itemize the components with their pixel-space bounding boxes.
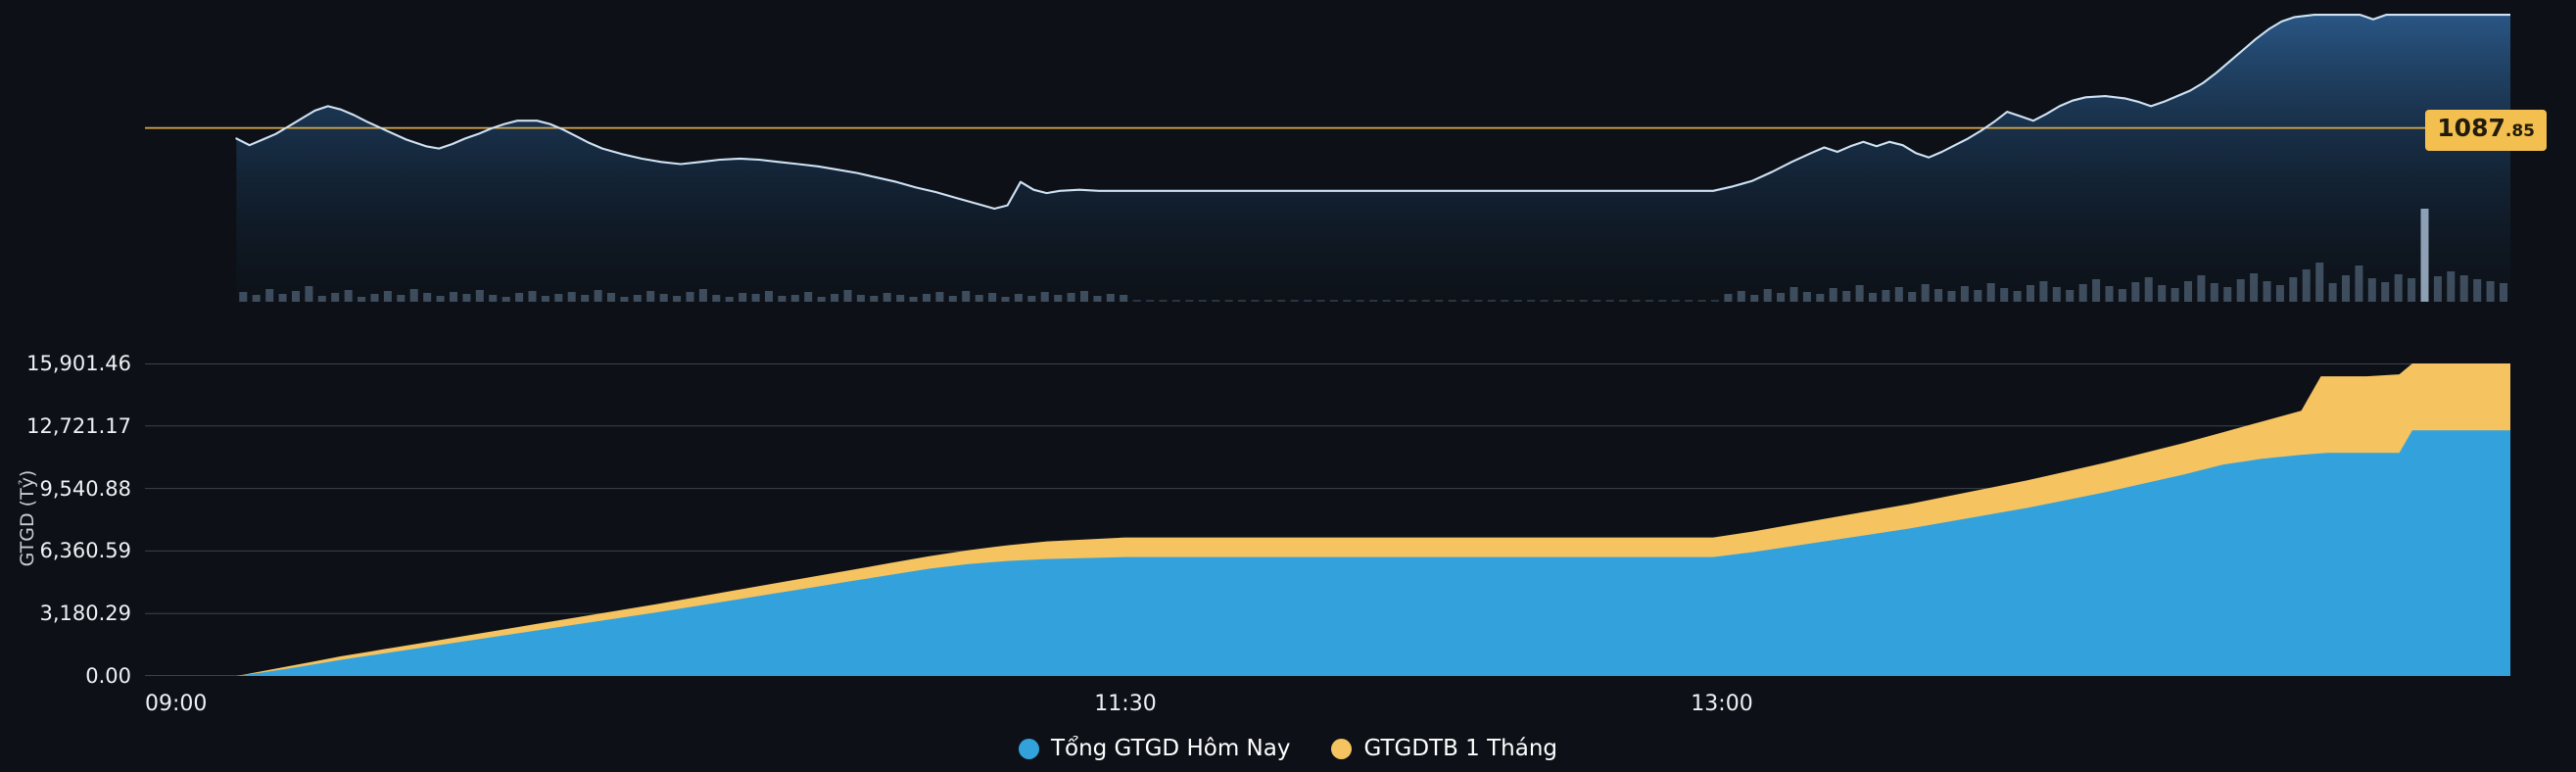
y-axis-tick: 15,901.46 bbox=[26, 352, 131, 375]
y-axis-title: GTGD (Tỷ) bbox=[17, 469, 38, 567]
reference-price-dec: .85 bbox=[2504, 121, 2535, 141]
y-axis-tick: 12,721.17 bbox=[26, 414, 131, 438]
x-axis-tick: 13:00 bbox=[1691, 692, 1753, 716]
y-axis-tick: 0.00 bbox=[85, 664, 131, 688]
reference-price-badge: 1087.85 bbox=[2425, 109, 2547, 151]
reference-price-int: 1087 bbox=[2437, 113, 2505, 142]
index-line-chart-canvas[interactable] bbox=[145, 6, 2510, 310]
y-axis-tick: 3,180.29 bbox=[39, 602, 131, 625]
legend-dot-yellow bbox=[1331, 738, 1353, 759]
chart-legend: Tổng GTGD Hôm Nay GTGDTB 1 Tháng bbox=[0, 733, 2576, 764]
legend-label: Tổng GTGD Hôm Nay bbox=[1050, 736, 1291, 761]
x-axis-tick: 11:30 bbox=[1094, 692, 1157, 716]
y-axis-tick: 9,540.88 bbox=[39, 477, 131, 501]
turnover-area-chart-canvas[interactable] bbox=[145, 363, 2510, 676]
x-axis-tick: 09:00 bbox=[145, 692, 208, 716]
legend-item-tong-gtgd-hom-nay[interactable]: Tổng GTGD Hôm Nay bbox=[1018, 736, 1291, 761]
y-axis-tick: 6,360.59 bbox=[39, 539, 131, 562]
legend-item-gtgdtb-1-thang[interactable]: GTGDTB 1 Tháng bbox=[1331, 736, 1557, 761]
legend-dot-blue bbox=[1018, 738, 1039, 759]
legend-label: GTGDTB 1 Tháng bbox=[1363, 736, 1558, 761]
